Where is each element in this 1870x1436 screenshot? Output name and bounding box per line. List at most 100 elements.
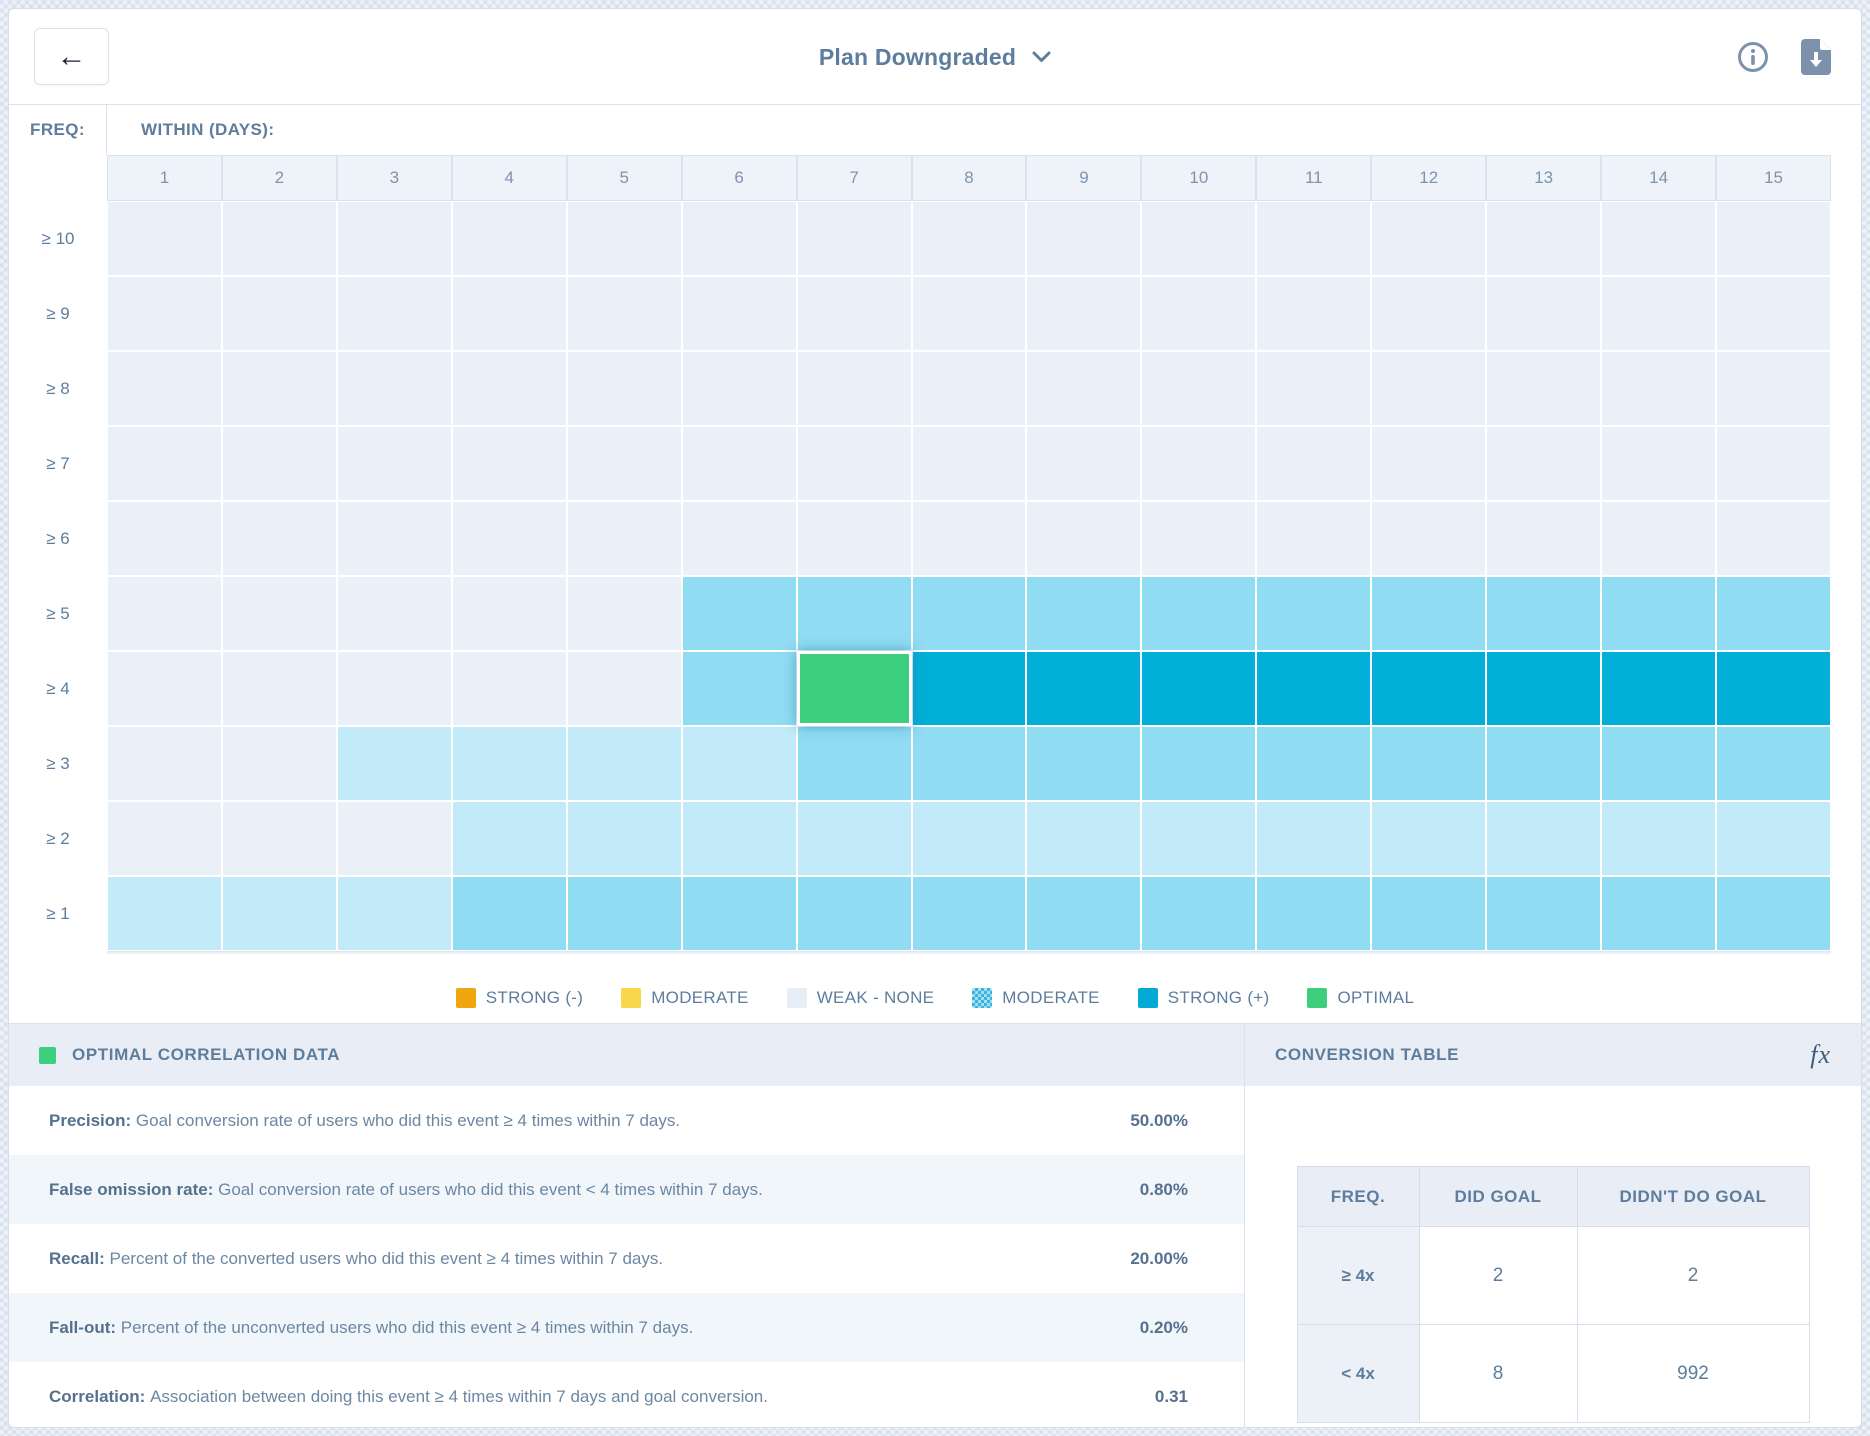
heatmap-cell[interactable] xyxy=(1601,576,1717,651)
heatmap-cell[interactable] xyxy=(1141,501,1257,576)
heatmap-cell[interactable] xyxy=(681,726,797,801)
heatmap-cell[interactable] xyxy=(1716,351,1831,426)
back-button[interactable]: ← xyxy=(34,28,109,85)
heatmap-cell[interactable] xyxy=(1256,801,1372,876)
heatmap-cell[interactable] xyxy=(1716,201,1831,276)
heatmap-cell[interactable] xyxy=(1601,876,1717,951)
heatmap-cell[interactable] xyxy=(1141,726,1257,801)
heatmap-cell[interactable] xyxy=(336,801,452,876)
heatmap-cell[interactable] xyxy=(1601,501,1717,576)
heatmap-cell[interactable] xyxy=(221,351,337,426)
heatmap-cell[interactable] xyxy=(1256,726,1372,801)
heatmap-cell[interactable] xyxy=(451,576,567,651)
heatmap-cell[interactable] xyxy=(1026,726,1142,801)
heatmap-cell[interactable] xyxy=(1716,576,1831,651)
optimal-heatmap-cell[interactable] xyxy=(796,651,912,726)
heatmap-cell[interactable] xyxy=(1371,876,1487,951)
heatmap-cell[interactable] xyxy=(681,276,797,351)
heatmap-cell[interactable] xyxy=(1026,426,1142,501)
heatmap-cell[interactable] xyxy=(336,651,452,726)
heatmap-cell[interactable] xyxy=(1371,351,1487,426)
heatmap-cell[interactable] xyxy=(796,876,912,951)
heatmap-cell[interactable] xyxy=(451,876,567,951)
heatmap-cell[interactable] xyxy=(1026,201,1142,276)
heatmap-cell[interactable] xyxy=(1371,501,1487,576)
heatmap-cell[interactable] xyxy=(1026,351,1142,426)
heatmap-cell[interactable] xyxy=(1141,351,1257,426)
heatmap-cell[interactable] xyxy=(681,576,797,651)
heatmap-cell[interactable] xyxy=(911,426,1027,501)
heatmap-cell[interactable] xyxy=(451,726,567,801)
heatmap-cell[interactable] xyxy=(566,501,682,576)
heatmap-cell[interactable] xyxy=(1256,201,1372,276)
formula-fx-icon[interactable]: fx xyxy=(1810,1040,1831,1069)
heatmap-cell[interactable] xyxy=(1486,876,1602,951)
heatmap-cell[interactable] xyxy=(1026,501,1142,576)
heatmap-cell[interactable] xyxy=(1256,351,1372,426)
heatmap-cell[interactable] xyxy=(566,201,682,276)
heatmap-cell[interactable] xyxy=(336,201,452,276)
heatmap-cell[interactable] xyxy=(1601,276,1717,351)
heatmap-cell[interactable] xyxy=(566,426,682,501)
heatmap-cell[interactable] xyxy=(221,651,337,726)
heatmap-cell[interactable] xyxy=(1716,726,1831,801)
heatmap-cell[interactable] xyxy=(1371,726,1487,801)
heatmap-cell[interactable] xyxy=(681,201,797,276)
heatmap-cell[interactable] xyxy=(1486,576,1602,651)
heatmap-cell[interactable] xyxy=(221,801,337,876)
heatmap-cell[interactable] xyxy=(911,876,1027,951)
heatmap-cell[interactable] xyxy=(1486,651,1602,726)
heatmap-cell[interactable] xyxy=(1256,426,1372,501)
heatmap-cell[interactable] xyxy=(1026,876,1142,951)
download-icon[interactable] xyxy=(1801,39,1831,75)
heatmap-cell[interactable] xyxy=(451,201,567,276)
heatmap-cell[interactable] xyxy=(911,276,1027,351)
heatmap-cell[interactable] xyxy=(796,426,912,501)
heatmap-cell[interactable] xyxy=(221,726,337,801)
heatmap-cell[interactable] xyxy=(911,351,1027,426)
heatmap-cell[interactable] xyxy=(796,801,912,876)
heatmap-cell[interactable] xyxy=(1026,651,1142,726)
heatmap-cell[interactable] xyxy=(1141,576,1257,651)
heatmap-cell[interactable] xyxy=(221,201,337,276)
heatmap-cell[interactable] xyxy=(681,801,797,876)
heatmap-cell[interactable] xyxy=(221,426,337,501)
heatmap-cell[interactable] xyxy=(796,201,912,276)
heatmap-cell[interactable] xyxy=(1026,801,1142,876)
heatmap-cell[interactable] xyxy=(1371,576,1487,651)
heatmap-cell[interactable] xyxy=(107,276,222,351)
heatmap-cell[interactable] xyxy=(1256,876,1372,951)
heatmap-cell[interactable] xyxy=(911,726,1027,801)
heatmap-cell[interactable] xyxy=(1716,501,1831,576)
heatmap-cell[interactable] xyxy=(566,801,682,876)
heatmap-cell[interactable] xyxy=(1141,876,1257,951)
heatmap-cell[interactable] xyxy=(1486,801,1602,876)
heatmap-cell[interactable] xyxy=(1141,276,1257,351)
heatmap-cell[interactable] xyxy=(107,726,222,801)
heatmap-cell[interactable] xyxy=(1716,426,1831,501)
heatmap-cell[interactable] xyxy=(1026,576,1142,651)
heatmap-cell[interactable] xyxy=(911,501,1027,576)
heatmap-cell[interactable] xyxy=(336,576,452,651)
heatmap-cell[interactable] xyxy=(1486,426,1602,501)
heatmap-cell[interactable] xyxy=(451,651,567,726)
heatmap-cell[interactable] xyxy=(1141,801,1257,876)
heatmap-cell[interactable] xyxy=(1601,201,1717,276)
heatmap-cell[interactable] xyxy=(1716,801,1831,876)
heatmap-cell[interactable] xyxy=(1486,201,1602,276)
heatmap-cell[interactable] xyxy=(221,501,337,576)
heatmap-cell[interactable] xyxy=(681,426,797,501)
heatmap-cell[interactable] xyxy=(796,276,912,351)
heatmap-cell[interactable] xyxy=(1371,201,1487,276)
heatmap-cell[interactable] xyxy=(336,351,452,426)
heatmap-cell[interactable] xyxy=(336,501,452,576)
heatmap-cell[interactable] xyxy=(107,501,222,576)
heatmap-cell[interactable] xyxy=(911,201,1027,276)
heatmap-cell[interactable] xyxy=(1716,651,1831,726)
heatmap-cell[interactable] xyxy=(336,876,452,951)
heatmap-cell[interactable] xyxy=(1486,501,1602,576)
heatmap-cell[interactable] xyxy=(1371,276,1487,351)
heatmap-cell[interactable] xyxy=(221,576,337,651)
heatmap-cell[interactable] xyxy=(107,876,222,951)
heatmap-cell[interactable] xyxy=(911,576,1027,651)
